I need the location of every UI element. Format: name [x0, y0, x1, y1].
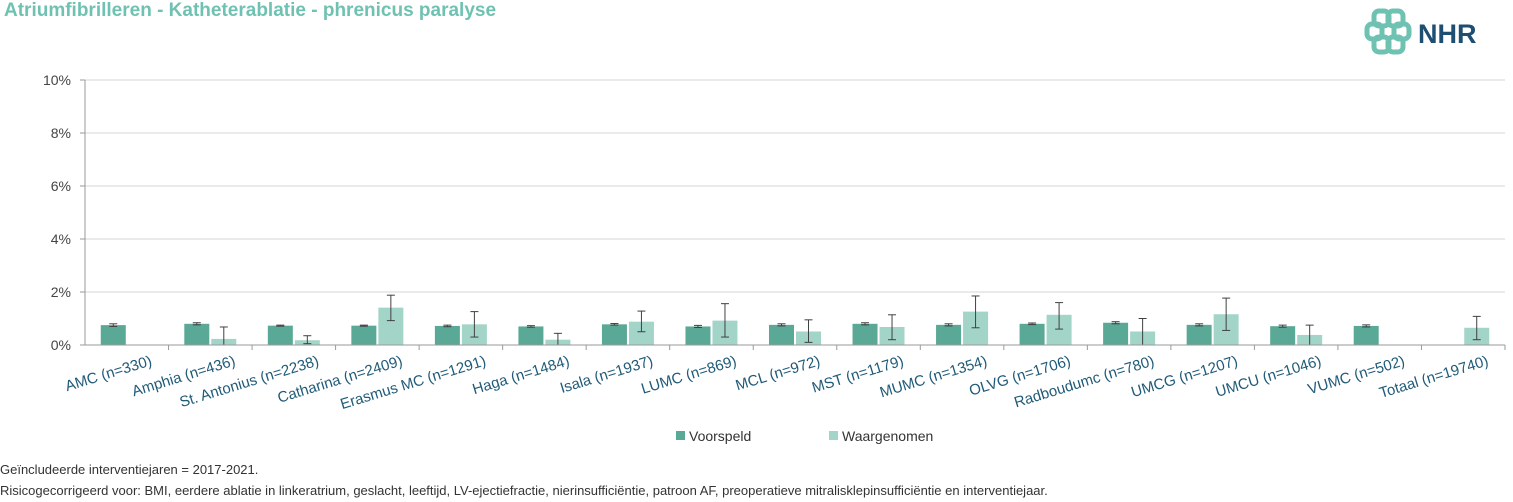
x-tick-label: Erasmus MC (n=1291) [338, 353, 488, 413]
bar-voorspeld [184, 323, 210, 345]
bar-voorspeld [685, 326, 711, 345]
footnote-years: Geïncludeerde interventiejaren = 2017-20… [0, 462, 259, 477]
x-axis: AMC (n=330)Amphia (n=436)St. Antonius (n… [63, 344, 1506, 413]
nhr-logo: NHR [1364, 8, 1477, 55]
gridlines [85, 79, 1505, 293]
bar-voorspeld [434, 325, 460, 345]
nhr-logo-text: NHR [1418, 19, 1477, 49]
bar-voorspeld [267, 325, 293, 345]
y-tick-label: 2% [51, 284, 71, 300]
y-tick-label: 10% [43, 72, 71, 88]
y-tick-label: 8% [51, 125, 71, 141]
bar-voorspeld [601, 324, 627, 345]
y-tick-label: 6% [51, 178, 71, 194]
bar-voorspeld [1186, 324, 1212, 345]
legend: Voorspeld Waargenomen [676, 428, 933, 444]
bar-voorspeld [1353, 325, 1379, 345]
bar-voorspeld [852, 323, 878, 345]
legend-swatch [829, 431, 838, 440]
bar-voorspeld [1019, 323, 1045, 345]
legend-label: Voorspeld [689, 428, 751, 444]
x-tick-label: Isala (n=1937) [558, 353, 655, 397]
bar-chart: 0% 2% 4% 6% 8% 10% AMC (n=330)Amphia (n=436)S… [43, 72, 1506, 444]
bar-voorspeld [936, 324, 962, 345]
footnote-risk-adjustment: Risicogecorrigeerd voor: BMI, eerdere ab… [0, 483, 1048, 498]
bar-voorspeld [769, 324, 794, 345]
bar-voorspeld [1103, 322, 1129, 345]
legend-label: Waargenomen [842, 428, 933, 444]
bar-voorspeld [1270, 326, 1296, 345]
nhr-cross-logo-icon [1364, 8, 1412, 55]
bars [100, 307, 1490, 345]
x-tick-label: LUMC (n=869) [639, 353, 738, 398]
x-tick-label: Haga (n=1484) [471, 353, 572, 399]
chart-title: Atriumfibrilleren - Katheterablatie - ph… [4, 0, 497, 21]
bar-voorspeld [351, 325, 377, 345]
bar-voorspeld [100, 325, 126, 345]
x-tick-label: St. Antonius (n=2238) [178, 353, 321, 412]
y-tick-label: 0% [51, 337, 71, 353]
legend-swatch [676, 431, 685, 440]
x-tick-label: Radboudumc (n=780) [1012, 353, 1156, 412]
y-axis: 0% 2% 4% 6% 8% 10% [43, 72, 86, 353]
y-tick-label: 4% [51, 231, 71, 247]
bar-voorspeld [518, 326, 544, 345]
x-tick-label: MCL (n=972) [734, 353, 823, 395]
bar-waargenomen [628, 321, 654, 345]
